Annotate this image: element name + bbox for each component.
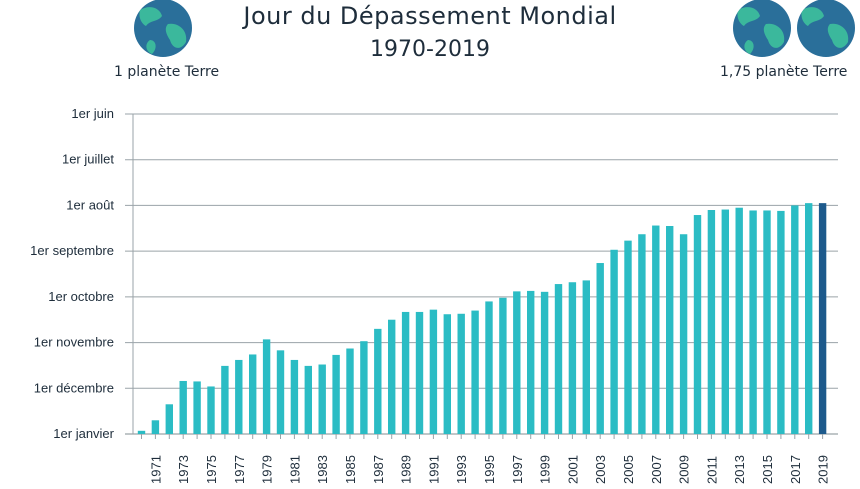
bar-1974 xyxy=(193,381,201,434)
chart-title: Jour du Dépassement Mondial xyxy=(243,2,617,30)
bar-2002 xyxy=(582,280,590,434)
bar-1978 xyxy=(249,354,257,434)
x-tick-label: 1997 xyxy=(510,455,525,484)
bar-1979 xyxy=(262,339,271,434)
x-tick-label: 1989 xyxy=(399,455,414,484)
bar-2009 xyxy=(679,234,688,434)
bar-1973 xyxy=(179,380,187,434)
bar-2011 xyxy=(707,210,716,434)
x-tick-label: 1991 xyxy=(426,455,441,484)
y-tick-label: 1er janvier xyxy=(53,426,114,441)
x-tick-label: 1999 xyxy=(538,455,553,484)
bar-1990 xyxy=(415,311,424,434)
bar-1984 xyxy=(332,354,340,434)
bar-1996 xyxy=(499,297,507,434)
y-tick-label: 1er juillet xyxy=(62,152,114,167)
bar-2007 xyxy=(652,225,660,434)
right-globe-caption: 1,75 planète Terre xyxy=(720,64,848,80)
x-tick-label: 1971 xyxy=(148,455,163,484)
bar-1992 xyxy=(443,314,451,434)
bar-2012 xyxy=(721,209,729,434)
bar-1991 xyxy=(429,309,438,434)
bars-layer xyxy=(137,203,827,434)
x-tick-label: 2005 xyxy=(621,455,636,484)
bar-1994 xyxy=(471,310,479,434)
x-tick-label: 1975 xyxy=(204,455,219,484)
x-tick-label: 2013 xyxy=(732,455,747,484)
bar-1986 xyxy=(360,341,368,434)
grid-layer xyxy=(125,113,838,439)
bar-1977 xyxy=(235,359,243,434)
x-tick-label: 2007 xyxy=(649,455,664,484)
earth-globe-icon xyxy=(134,0,192,57)
x-tick-label: 1993 xyxy=(454,455,469,484)
bar-1995 xyxy=(485,301,493,434)
bar-1980 xyxy=(276,350,285,434)
bar-2019 xyxy=(818,203,827,434)
bar-2017 xyxy=(791,205,799,434)
y-axis-labels: 1er janvier 1er décembre 1er novembre 1er o… xyxy=(30,106,114,441)
x-tick-label: 2003 xyxy=(593,455,608,484)
x-tick-label: 2017 xyxy=(788,455,803,484)
bar-1985 xyxy=(346,348,354,434)
bar-1982 xyxy=(304,365,312,434)
x-tick-label: 2015 xyxy=(760,455,775,484)
chart-subtitle: 1970-2019 xyxy=(370,37,490,62)
y-tick-label: 1er décembre xyxy=(34,380,114,395)
bar-2016 xyxy=(777,210,785,434)
bar-2004 xyxy=(610,249,618,434)
y-tick-label: 1er octobre xyxy=(48,289,114,304)
bar-1971 xyxy=(151,420,160,434)
x-tick-label: 1973 xyxy=(176,455,191,484)
bar-1987 xyxy=(374,328,382,434)
x-tick-label: 2009 xyxy=(677,455,692,484)
x-tick-label: 1987 xyxy=(371,455,386,484)
x-tick-label: 2019 xyxy=(816,455,831,484)
bar-1972 xyxy=(165,404,173,434)
bar-2003 xyxy=(596,263,604,434)
bar-2018 xyxy=(805,203,813,434)
bar-2005 xyxy=(624,240,632,434)
left-globe-caption: 1 planète Terre xyxy=(114,64,220,80)
x-tick-label: 1995 xyxy=(482,455,497,484)
x-tick-label: 2011 xyxy=(704,456,719,484)
bar-2000 xyxy=(554,284,563,434)
earth-globe-icon xyxy=(733,0,855,57)
bar-1983 xyxy=(318,364,326,434)
bar-1976 xyxy=(221,365,229,434)
bar-1988 xyxy=(388,319,396,434)
bar-1989 xyxy=(401,311,410,434)
x-tick-label: 1977 xyxy=(232,455,247,484)
bar-2008 xyxy=(666,226,674,434)
x-tick-label: 1983 xyxy=(315,455,330,484)
bar-1997 xyxy=(513,291,521,434)
y-tick-label: 1er septembre xyxy=(30,243,114,258)
bar-2013 xyxy=(735,207,743,434)
x-axis-labels: 1971 1973 1975 1977 1979 1981 1983 1985 1987 1989… xyxy=(148,455,830,484)
x-tick-label: 2001 xyxy=(565,455,580,484)
bar-2015 xyxy=(763,210,771,434)
bar-2014 xyxy=(749,210,757,434)
x-tick-label: 1979 xyxy=(260,455,275,484)
bar-2001 xyxy=(568,282,577,434)
bar-1981 xyxy=(290,359,299,434)
bar-1998 xyxy=(527,290,535,434)
bar-1970 xyxy=(137,430,146,434)
y-tick-label: 1er août xyxy=(66,197,114,212)
y-tick-label: 1er juin xyxy=(71,106,114,121)
x-tick-label: 1981 xyxy=(287,455,302,484)
bar-2010 xyxy=(693,215,702,434)
bar-2006 xyxy=(638,234,646,434)
bar-1993 xyxy=(457,313,465,434)
bar-1999 xyxy=(540,291,549,434)
bar-1975 xyxy=(207,386,215,434)
x-tick-label: 1985 xyxy=(343,455,358,484)
y-tick-label: 1er novembre xyxy=(34,335,114,350)
